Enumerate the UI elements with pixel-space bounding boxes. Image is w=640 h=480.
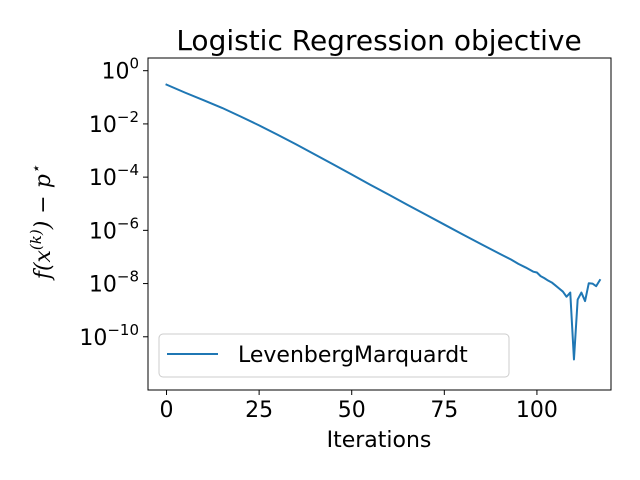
y-axis-label-star: ⋆	[27, 165, 45, 174]
x-tick-label: 100	[516, 398, 558, 423]
legend: LevenbergMarquardt	[158, 333, 510, 378]
y-tick-label: 10−2	[89, 108, 139, 138]
plot-frame	[147, 57, 612, 391]
x-tick-label: 75	[430, 398, 458, 423]
y-axis-label: f(x(k)) − p⋆	[27, 165, 56, 281]
y-axis-label-rest: ) − p	[31, 174, 56, 230]
series-line-0	[165, 83, 602, 361]
y-tick-label: 100	[101, 55, 139, 85]
x-tick-label: 50	[338, 398, 366, 423]
y-axis-label-k: (k)	[27, 229, 45, 250]
chart-title: Logistic Regression objective	[176, 24, 581, 57]
x-tick-label: 25	[245, 398, 273, 423]
y-axis-ticks: 100 10−2 10−4 10−6 10−8 10−10	[79, 55, 148, 351]
x-tick-label: 0	[160, 398, 174, 423]
x-axis-ticks: 0 25 50 75 100	[160, 390, 558, 423]
legend-label: LevenbergMarquardt	[238, 343, 468, 368]
y-tick-label: 10−6	[89, 214, 139, 244]
y-axis-label-f: f(x	[31, 249, 56, 281]
y-tick-label: 10−4	[89, 161, 139, 191]
y-tick-label: 10−8	[89, 268, 139, 298]
series-layer	[165, 83, 602, 361]
y-tick-label: 10−10	[79, 321, 139, 351]
legend-box	[158, 333, 510, 378]
x-axis-label: Iterations	[327, 428, 432, 453]
